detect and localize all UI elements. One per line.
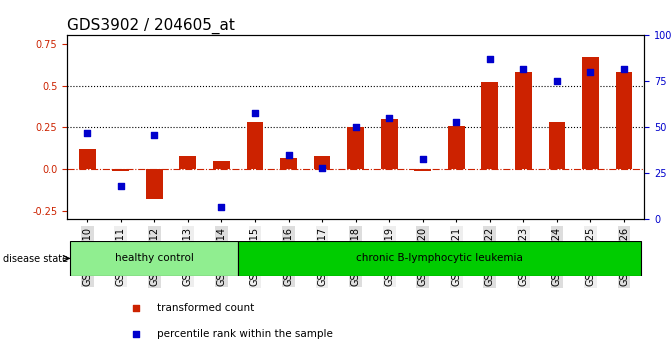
Point <box>283 152 294 158</box>
Bar <box>112 169 129 171</box>
Point <box>417 156 428 161</box>
Point <box>131 331 142 337</box>
Point <box>250 110 260 115</box>
Point <box>451 119 462 125</box>
Point <box>317 165 327 171</box>
Bar <box>313 156 330 169</box>
FancyBboxPatch shape <box>70 241 238 276</box>
Bar <box>179 156 196 169</box>
Bar <box>280 158 297 169</box>
Bar <box>548 122 565 169</box>
Point <box>552 79 562 84</box>
Bar <box>448 126 464 169</box>
Point <box>131 306 142 311</box>
Point <box>216 204 227 210</box>
Point <box>585 69 596 75</box>
Point <box>518 66 529 72</box>
Text: disease state: disease state <box>3 254 68 264</box>
Bar <box>213 161 229 169</box>
Bar <box>246 122 263 169</box>
Bar <box>414 169 431 171</box>
Bar <box>146 169 162 199</box>
FancyBboxPatch shape <box>238 241 641 276</box>
Bar <box>79 149 95 169</box>
Bar <box>515 72 531 169</box>
Point <box>384 115 395 121</box>
Text: percentile rank within the sample: percentile rank within the sample <box>156 329 332 339</box>
Text: GDS3902 / 204605_at: GDS3902 / 204605_at <box>67 18 235 34</box>
Bar <box>615 72 632 169</box>
Point <box>115 183 126 189</box>
Bar <box>582 57 599 169</box>
Point <box>82 130 93 136</box>
Point <box>484 57 495 62</box>
Point <box>149 132 160 138</box>
Bar <box>380 119 397 169</box>
Text: transformed count: transformed count <box>156 303 254 313</box>
Bar <box>481 82 498 169</box>
Text: chronic B-lymphocytic leukemia: chronic B-lymphocytic leukemia <box>356 253 523 263</box>
Point <box>350 125 361 130</box>
Point <box>619 66 629 72</box>
Bar <box>347 127 364 169</box>
Text: healthy control: healthy control <box>115 253 194 263</box>
